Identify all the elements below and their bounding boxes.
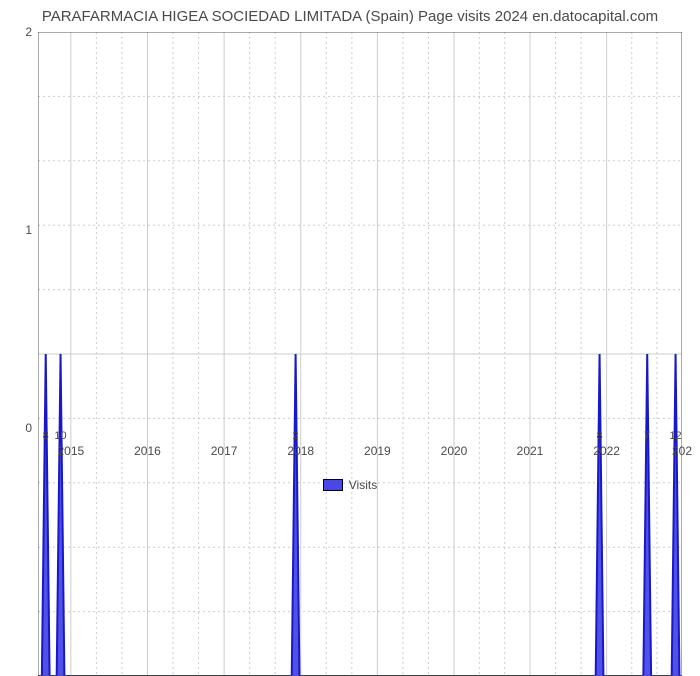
x-spike-label: 10: [54, 428, 66, 442]
x-year-label: 2020: [441, 428, 468, 458]
x-spike-label: 2: [293, 428, 299, 442]
x-year-label: 2018: [287, 428, 314, 458]
legend: Visits: [0, 478, 700, 492]
legend-label: Visits: [349, 478, 377, 492]
x-year-label: 2021: [517, 428, 544, 458]
x-spike-label: 8: [43, 428, 49, 442]
y-tick-label: 0: [25, 421, 38, 435]
chart-title: PARAFARMACIA HIGEA SOCIEDAD LIMITADA (Sp…: [0, 8, 700, 25]
y-tick-label: 1: [25, 223, 38, 237]
x-spike-label: 12: [669, 428, 681, 442]
chart-plot: [38, 32, 682, 676]
x-year-label: 2017: [211, 428, 238, 458]
chart-area: 012 20152016201720182019202020212022202 …: [38, 32, 682, 428]
legend-swatch: [323, 479, 343, 491]
x-spike-label: 8: [597, 428, 603, 442]
x-year-label: 2016: [134, 428, 161, 458]
x-year-label: 2019: [364, 428, 391, 458]
x-spike-label: 7: [644, 428, 650, 442]
y-tick-label: 2: [25, 25, 38, 39]
